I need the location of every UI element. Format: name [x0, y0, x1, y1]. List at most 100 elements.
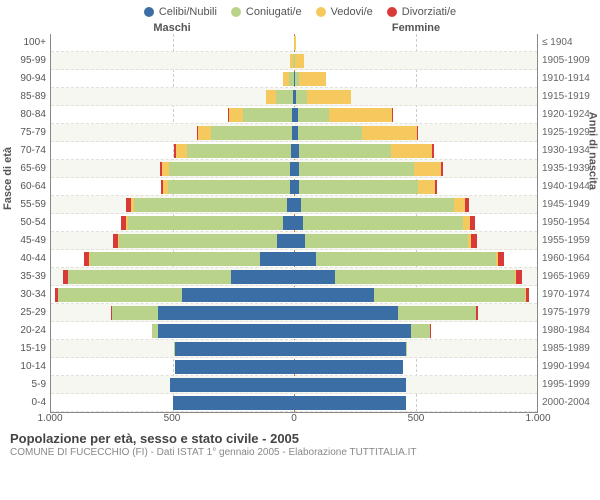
pyramid-row [51, 124, 537, 142]
bar-segment [176, 144, 187, 158]
birth-label: 1980-1984 [542, 322, 600, 340]
pyramid-row [51, 106, 537, 124]
pyramid-row [51, 304, 537, 322]
male-header: Maschi [50, 22, 294, 34]
age-label: 35-39 [0, 268, 46, 286]
pyramid-row [51, 250, 537, 268]
bar-segment [170, 378, 294, 392]
birth-label: 1975-1979 [542, 304, 600, 322]
bar-segment [316, 252, 496, 266]
axis-title-right: Anni di nascita [586, 112, 598, 190]
bar-segment [362, 126, 418, 140]
x-tick: 0 [291, 413, 297, 424]
birth-label: 2000-2004 [542, 394, 600, 412]
bar-segment [243, 108, 292, 122]
bar-segment [411, 324, 430, 338]
bar-segment [175, 360, 294, 374]
bar-segment [294, 36, 296, 50]
legend-dot [387, 7, 397, 17]
age-label: 5-9 [0, 376, 46, 394]
chart-subtitle: COMUNE DI FUCECCHIO (FI) - Dati ISTAT 1°… [10, 447, 600, 458]
y-axis-age: 100+95-9990-9485-8980-8475-7970-7465-696… [0, 34, 50, 413]
pyramid-row [51, 358, 537, 376]
pyramid-row [51, 142, 537, 160]
x-tick: 1.000 [525, 413, 550, 424]
bar-segment [175, 342, 294, 356]
age-label: 40-44 [0, 250, 46, 268]
birth-label: 1960-1964 [542, 250, 600, 268]
bar-segment [418, 180, 435, 194]
bar-segment [211, 126, 291, 140]
age-label: 30-34 [0, 286, 46, 304]
bar-segment [276, 90, 293, 104]
legend-dot [144, 7, 154, 17]
pyramid-row [51, 196, 537, 214]
bar-segment [294, 324, 411, 338]
age-label: 90-94 [0, 70, 46, 88]
pyramid-row [51, 286, 537, 304]
bar-segment [299, 180, 418, 194]
bar-segment [374, 288, 525, 302]
birth-label: 1990-1994 [542, 358, 600, 376]
age-label: 20-24 [0, 322, 46, 340]
gender-headers: Maschi Femmine [0, 22, 600, 34]
bar-segment [298, 126, 361, 140]
birth-label: ≤ 1904 [542, 34, 600, 52]
bar-segment [158, 324, 294, 338]
pyramid-row [51, 340, 537, 358]
bar-segment [294, 234, 305, 248]
bar-segment [335, 270, 515, 284]
bar-segment [294, 396, 406, 410]
legend-item: Divorziati/e [387, 6, 456, 18]
bar-segment [229, 108, 244, 122]
legend-label: Vedovi/e [331, 6, 373, 18]
pyramid-row [51, 160, 537, 178]
age-label: 95-99 [0, 52, 46, 70]
bar-segment [294, 360, 403, 374]
bar-segment [168, 180, 290, 194]
axis-title-left: Fasce di età [2, 147, 14, 210]
pyramid-row [51, 88, 537, 106]
bar-segment [58, 288, 182, 302]
bar-segment [432, 144, 433, 158]
y-axis-birth: ≤ 19041905-19091910-19141915-19191920-19… [538, 34, 600, 413]
bar-segment [294, 198, 301, 212]
bar-segment [90, 252, 260, 266]
birth-label: 1915-1919 [542, 88, 600, 106]
bar-segment [294, 252, 316, 266]
pyramid-row [51, 268, 537, 286]
bar-segment [305, 234, 468, 248]
birth-label: 1945-1949 [542, 196, 600, 214]
bar-segment [231, 270, 294, 284]
bar-segment [294, 288, 374, 302]
pyramid-row [51, 214, 537, 232]
bar-segment [266, 90, 276, 104]
chart-title: Popolazione per età, sesso e stato civil… [10, 431, 600, 446]
bar-segment [417, 126, 418, 140]
bar-segment [294, 270, 335, 284]
birth-label: 1950-1954 [542, 214, 600, 232]
x-tick: 500 [408, 413, 425, 424]
legend-label: Coniugati/e [246, 6, 302, 18]
bar-segment [294, 342, 406, 356]
birth-label: 1955-1959 [542, 232, 600, 250]
age-label: 45-49 [0, 232, 46, 250]
age-label: 50-54 [0, 214, 46, 232]
x-tick: 1.000 [37, 413, 62, 424]
bar-segment [294, 306, 398, 320]
bar-segment [391, 144, 432, 158]
bar-segment [287, 198, 294, 212]
age-label: 25-29 [0, 304, 46, 322]
bar-segment [299, 72, 326, 86]
bar-segment [296, 90, 307, 104]
bar-segment [283, 216, 294, 230]
x-axis: 1.00050005001.000 [50, 413, 538, 427]
bar-segment [463, 216, 470, 230]
bar-segment [158, 306, 294, 320]
bar-segment [441, 162, 443, 176]
bar-segment [470, 216, 475, 230]
bar-segment [303, 216, 463, 230]
bar-segment [134, 198, 287, 212]
birth-label: 1905-1909 [542, 52, 600, 70]
pyramid-row [51, 394, 537, 412]
